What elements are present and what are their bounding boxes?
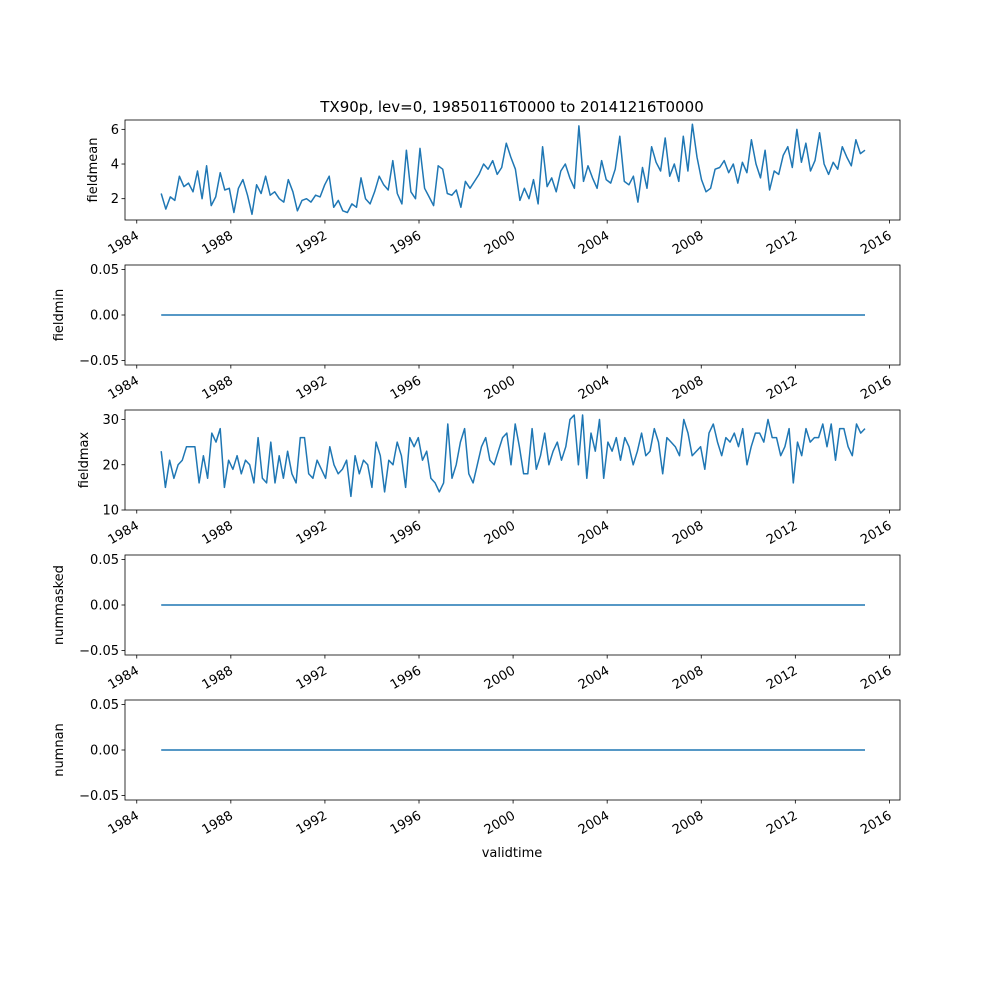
y-tick-label: 6 xyxy=(111,123,119,138)
y-tick-label: 30 xyxy=(102,413,119,428)
x-tick-label: 2004 xyxy=(576,518,612,548)
y-tick-label: 10 xyxy=(102,504,119,519)
x-tick-label: 1996 xyxy=(388,663,424,693)
y-tick-label: 2 xyxy=(111,192,119,207)
series-line-fieldmax xyxy=(160,414,866,498)
axes-frame-fieldmax xyxy=(124,409,901,511)
y-tick-label: 20 xyxy=(102,458,119,473)
axes-frame-fieldmean xyxy=(124,119,901,221)
series-line-fieldmean xyxy=(160,123,866,216)
x-tick-label: 1984 xyxy=(106,663,142,693)
x-tick-label: 2012 xyxy=(764,663,800,693)
x-tick-label: 2012 xyxy=(764,373,800,403)
x-tick-label: 1988 xyxy=(200,663,236,693)
y-tick-label: 0.05 xyxy=(90,698,119,713)
x-tick-label: 2016 xyxy=(858,373,894,403)
x-tick-label: 1996 xyxy=(388,518,424,548)
x-tick-label: 2004 xyxy=(576,663,612,693)
x-tick-label: 2004 xyxy=(576,808,612,838)
x-tick-label: 1984 xyxy=(106,518,142,548)
x-tick-label: 2000 xyxy=(482,518,518,548)
x-tick-label: 2012 xyxy=(764,808,800,838)
x-tick-label: 1992 xyxy=(294,808,330,838)
x-tick-label: 1988 xyxy=(200,373,236,403)
y-tick-label: 0.00 xyxy=(90,744,119,759)
x-tick-label: 2016 xyxy=(858,663,894,693)
x-tick-label: 1996 xyxy=(388,228,424,258)
x-tick-label: 1992 xyxy=(294,663,330,693)
x-tick-label: 2004 xyxy=(576,373,612,403)
y-tick-label: 0.05 xyxy=(90,553,119,568)
x-tick-label: 2000 xyxy=(482,808,518,838)
x-tick-label: 2008 xyxy=(670,518,706,548)
x-tick-label: 2000 xyxy=(482,663,518,693)
chart-title: TX90p, lev=0, 19850116T0000 to 20141216T… xyxy=(319,98,703,116)
y-axis-label: fieldmin xyxy=(52,289,67,342)
x-tick-label: 2004 xyxy=(576,228,612,258)
y-axis-label: numnan xyxy=(52,723,67,777)
x-tick-label: 2016 xyxy=(858,228,894,258)
y-tick-label: 0.05 xyxy=(90,263,119,278)
x-tick-label: 2008 xyxy=(670,663,706,693)
y-tick-label: −0.05 xyxy=(79,644,119,659)
x-tick-label: 1988 xyxy=(200,518,236,548)
y-tick-label: 0.00 xyxy=(90,599,119,614)
x-tick-label: 1988 xyxy=(200,228,236,258)
x-tick-label: 1996 xyxy=(388,808,424,838)
y-tick-label: 4 xyxy=(111,158,119,173)
x-tick-label: 1992 xyxy=(294,373,330,403)
x-tick-label: 2012 xyxy=(764,228,800,258)
y-axis-label: fieldmean xyxy=(86,138,101,203)
x-tick-label: 2000 xyxy=(482,373,518,403)
x-tick-label: 2008 xyxy=(670,228,706,258)
y-tick-label: −0.05 xyxy=(79,789,119,804)
x-tick-label: 1984 xyxy=(106,808,142,838)
x-tick-label: 1984 xyxy=(106,228,142,258)
x-tick-label: 2000 xyxy=(482,228,518,258)
x-tick-label: 1996 xyxy=(388,373,424,403)
x-tick-label: 2016 xyxy=(858,518,894,548)
y-tick-label: −0.05 xyxy=(79,354,119,369)
y-tick-label: 0.00 xyxy=(90,309,119,324)
x-tick-label: 1992 xyxy=(294,228,330,258)
x-tick-label: 1984 xyxy=(106,373,142,403)
x-axis-label: validtime xyxy=(482,846,543,861)
x-tick-label: 1992 xyxy=(294,518,330,548)
x-tick-label: 2008 xyxy=(670,808,706,838)
y-axis-label: fieldmax xyxy=(77,432,92,489)
x-tick-label: 2008 xyxy=(670,373,706,403)
x-tick-label: 2016 xyxy=(858,808,894,838)
x-tick-label: 1988 xyxy=(200,808,236,838)
y-axis-label: nummasked xyxy=(52,565,67,645)
x-tick-label: 2012 xyxy=(764,518,800,548)
